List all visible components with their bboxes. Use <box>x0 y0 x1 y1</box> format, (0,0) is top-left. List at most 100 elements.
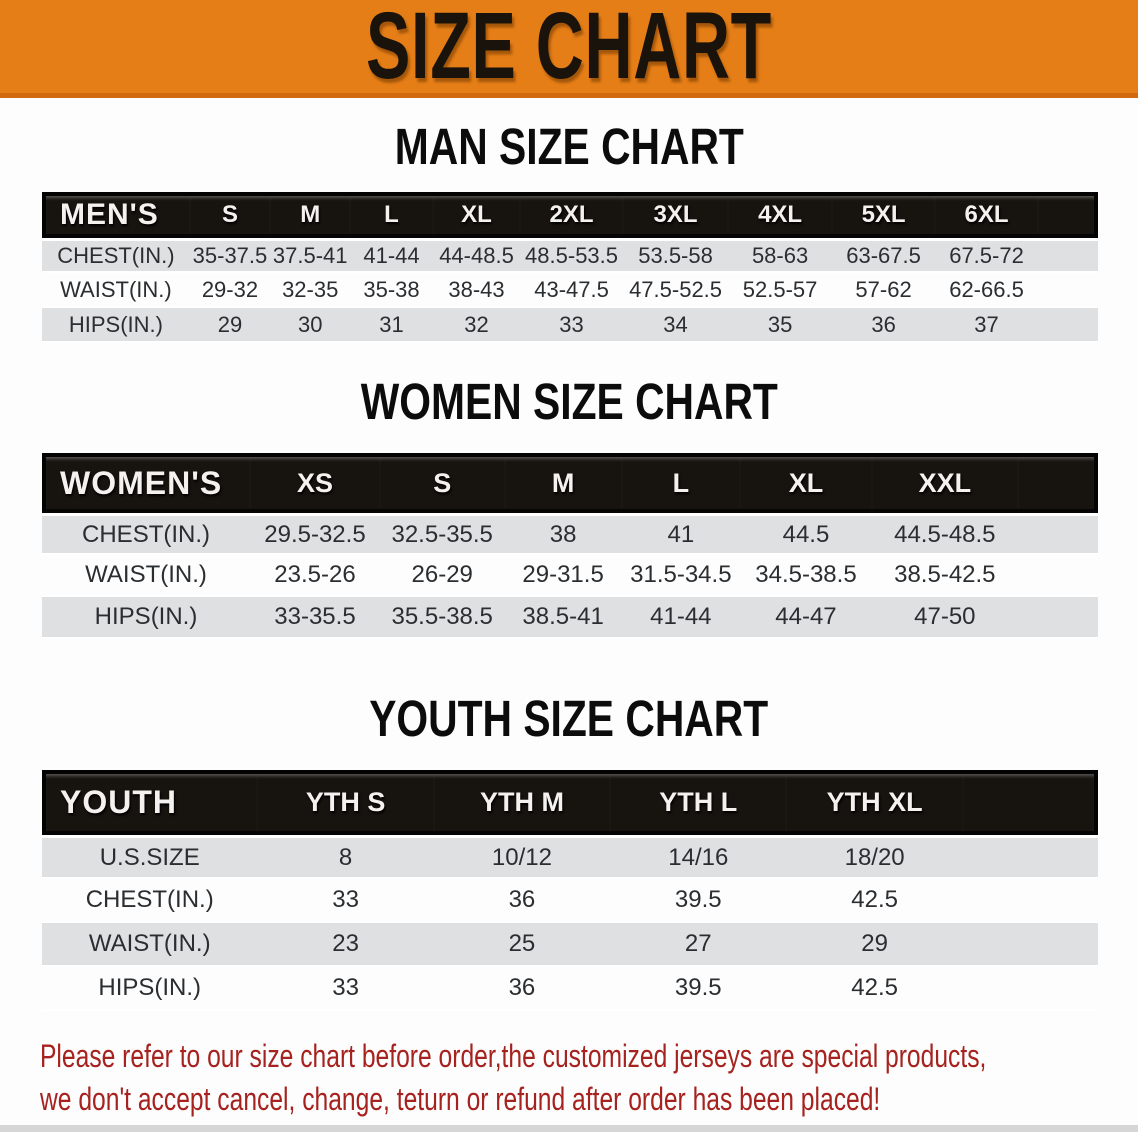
row-label: U.S.SIZE <box>42 835 258 879</box>
size-value-cell: 27 <box>610 923 787 967</box>
size-value-cell: 63-67.5 <box>831 238 936 273</box>
row-label: HIPS(IN.) <box>42 308 190 343</box>
size-table: MEN'S S M L XL 2XL 3XL 4XL 5XL 6XL CHEST(IN.) 35-37… <box>42 192 1098 343</box>
size-value-cell: 36 <box>433 879 611 923</box>
size-value-cell: 33-35.5 <box>250 597 380 639</box>
row-spacer <box>962 923 1098 967</box>
size-table-header-row: MEN'S S M L XL 2XL 3XL 4XL 5XL 6XL <box>42 192 1098 238</box>
size-col-header: XS <box>250 453 380 513</box>
size-value-cell: 41 <box>621 513 740 555</box>
measurement-row: CHEST(IN.) 35-37.5 37.5-41 41-44 44-48.5 48.5… <box>42 238 1098 273</box>
table-corner-label: WOMEN'S <box>42 453 251 513</box>
size-value-cell: 31.5-34.5 <box>621 555 740 597</box>
row-label: CHEST(IN.) <box>42 879 258 923</box>
measurement-row: HIPS(IN.) 29 30 31 32 33 34 35 36 37 <box>42 308 1098 343</box>
size-value-cell: 10/12 <box>433 835 611 879</box>
row-label: HIPS(IN.) <box>42 967 258 1011</box>
size-col-header: YTH L <box>610 770 787 835</box>
row-spacer <box>962 967 1098 1011</box>
row-spacer <box>1017 597 1098 639</box>
size-col-header: YTH M <box>433 770 611 835</box>
table-corner-label: MEN'S <box>42 192 190 238</box>
size-col-header: M <box>504 453 622 513</box>
banner-title: SIZE CHART <box>366 0 772 99</box>
size-value-cell: 44-48.5 <box>432 238 521 273</box>
size-value-cell: 38 <box>504 513 622 555</box>
size-value-cell: 48.5-53.5 <box>520 238 623 273</box>
size-value-cell: 31 <box>350 308 433 343</box>
size-value-cell: 67.5-72 <box>935 238 1038 273</box>
section-heading-text: WOMEN SIZE CHART <box>360 374 778 431</box>
size-col-header: 5XL <box>831 192 936 238</box>
size-col-header: XXL <box>871 453 1018 513</box>
size-col-header: M <box>270 192 351 238</box>
size-table: YOUTH YTH S YTH M YTH L YTH XL U.S.SIZE 8 10/12… <box>42 770 1098 1011</box>
size-table-header-row: YOUTH YTH S YTH M YTH L YTH XL <box>42 770 1098 835</box>
size-value-cell: 57-62 <box>831 273 936 308</box>
size-value-cell: 47.5-52.5 <box>622 273 729 308</box>
size-value-cell: 43-47.5 <box>520 273 623 308</box>
size-col-header: 3XL <box>622 192 729 238</box>
header-spacer <box>1017 453 1098 513</box>
size-value-cell: 35-38 <box>350 273 433 308</box>
section-heading-text: YOUTH SIZE CHART <box>369 691 769 748</box>
size-value-cell: 8 <box>257 835 434 879</box>
size-value-cell: 44-47 <box>739 597 872 639</box>
size-value-cell: 41-44 <box>350 238 433 273</box>
size-value-cell: 29-32 <box>189 273 271 308</box>
size-col-header: S <box>189 192 271 238</box>
size-value-cell: 37 <box>935 308 1038 343</box>
measurement-row: CHEST(IN.) 33 36 39.5 42.5 <box>42 879 1098 923</box>
section-heading: YOUTH SIZE CHART <box>0 691 1138 748</box>
size-value-cell: 38.5-42.5 <box>871 555 1018 597</box>
size-col-header: 2XL <box>520 192 623 238</box>
size-value-cell: 23.5-26 <box>250 555 380 597</box>
size-value-cell: 29 <box>189 308 271 343</box>
size-value-cell: 26-29 <box>379 555 505 597</box>
row-spacer <box>1037 238 1098 273</box>
size-value-cell: 36 <box>433 967 611 1011</box>
size-value-cell: 34 <box>622 308 729 343</box>
disclaimer-line-2: we don't accept cancel, change, teturn o… <box>40 1081 881 1117</box>
row-spacer <box>962 835 1098 879</box>
row-label: WAIST(IN.) <box>42 555 251 597</box>
size-value-cell: 62-66.5 <box>935 273 1038 308</box>
size-col-header: XL <box>739 453 872 513</box>
size-value-cell: 36 <box>831 308 936 343</box>
size-value-cell: 52.5-57 <box>728 273 832 308</box>
size-col-header: S <box>379 453 505 513</box>
size-value-cell: 23 <box>257 923 434 967</box>
size-col-header: L <box>350 192 433 238</box>
section-heading: MAN SIZE CHART <box>0 119 1138 176</box>
size-col-header: YTH XL <box>786 770 963 835</box>
size-table-header-row: WOMEN'S XS S M L XL XXL <box>42 453 1098 513</box>
section-heading: WOMEN SIZE CHART <box>0 374 1138 431</box>
row-label: CHEST(IN.) <box>42 513 251 555</box>
size-value-cell: 35-37.5 <box>189 238 271 273</box>
measurement-row: CHEST(IN.) 29.5-32.5 32.5-35.5 38 41 44.5 44.5… <box>42 513 1098 555</box>
measurement-row: WAIST(IN.) 29-32 32-35 35-38 38-43 43-47.5 47.… <box>42 273 1098 308</box>
size-value-cell: 33 <box>520 308 623 343</box>
size-value-cell: 47-50 <box>871 597 1018 639</box>
size-value-cell: 39.5 <box>610 967 787 1011</box>
size-value-cell: 30 <box>270 308 351 343</box>
measurement-row: WAIST(IN.) 23.5-26 26-29 29-31.5 31.5-34.5 34… <box>42 555 1098 597</box>
size-col-header: L <box>621 453 740 513</box>
bottom-edge-strip <box>0 1125 1138 1132</box>
measurement-row: WAIST(IN.) 23 25 27 29 <box>42 923 1098 967</box>
measurement-row: HIPS(IN.) 33 36 39.5 42.5 <box>42 967 1098 1011</box>
header-spacer <box>1037 192 1098 238</box>
measurement-row: HIPS(IN.) 33-35.5 35.5-38.5 38.5-41 41-44 44-… <box>42 597 1098 639</box>
row-spacer <box>1017 513 1098 555</box>
size-value-cell: 33 <box>257 967 434 1011</box>
disclaimer: Please refer to our size chart before or… <box>0 1035 1138 1121</box>
disclaimer-line-1: Please refer to our size chart before or… <box>40 1038 987 1074</box>
section-heading-text: MAN SIZE CHART <box>394 119 744 176</box>
size-col-header: 6XL <box>935 192 1038 238</box>
size-value-cell: 38-43 <box>432 273 521 308</box>
size-value-cell: 29-31.5 <box>504 555 622 597</box>
size-value-cell: 44.5 <box>739 513 872 555</box>
size-col-header: 4XL <box>728 192 832 238</box>
size-col-header: YTH S <box>257 770 434 835</box>
size-value-cell: 35.5-38.5 <box>379 597 505 639</box>
